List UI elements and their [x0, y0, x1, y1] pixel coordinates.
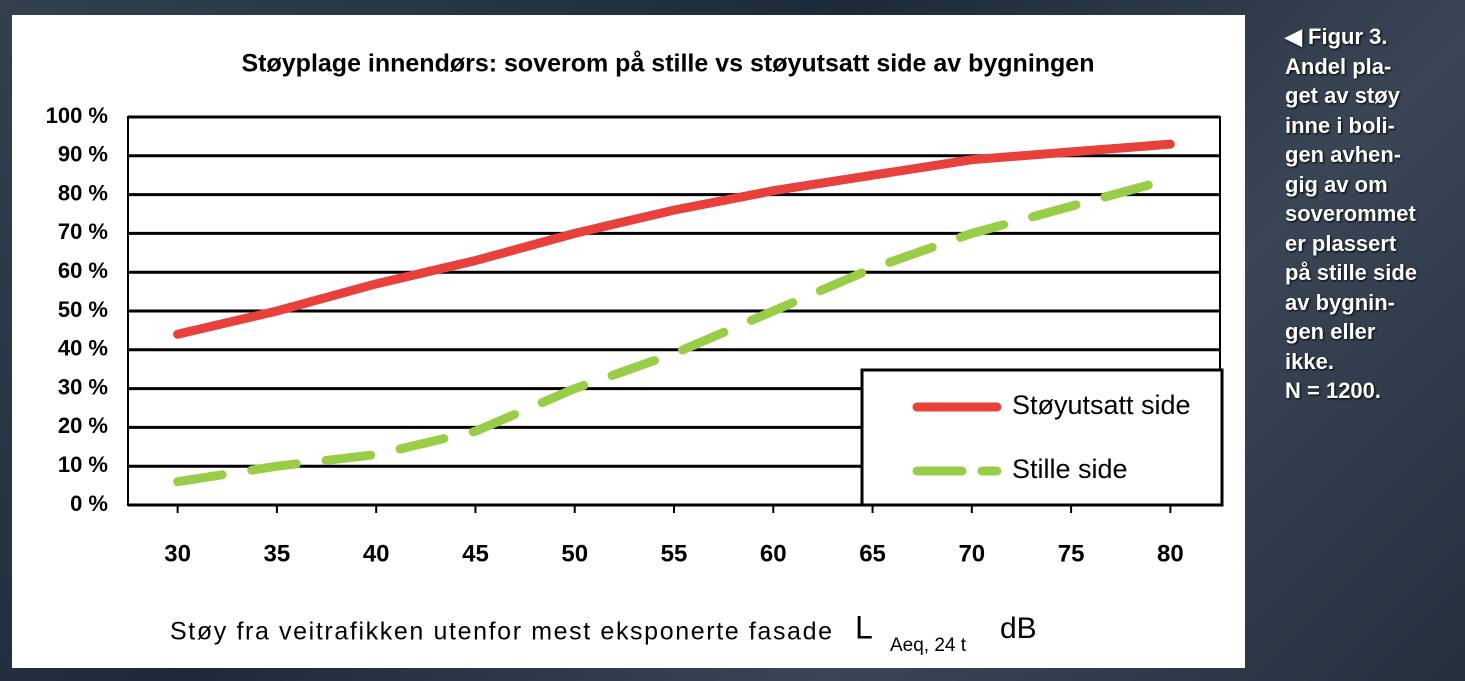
screenshot: Støyplage innendørs: soverom på stille v… — [0, 0, 1465, 681]
x-tick-label: 55 — [661, 540, 688, 567]
caption-line: ◀ Figur 3. — [1285, 22, 1417, 52]
x-tick-label: 60 — [760, 540, 787, 567]
caption-line: på stille side — [1285, 258, 1417, 288]
y-tick-label: 60 % — [58, 258, 108, 283]
x-tick-label: 40 — [363, 540, 390, 567]
legend-label: Stille side — [1012, 454, 1128, 484]
y-tick-label: 10 % — [58, 452, 108, 477]
caption-line: get av støy — [1285, 81, 1417, 111]
x-tick-label: 45 — [462, 540, 489, 567]
y-tick-label: 30 % — [58, 374, 108, 399]
caption-line: gig av om — [1285, 170, 1417, 200]
y-tick-label: 40 % — [58, 336, 108, 361]
legend-label: Støyutsatt side — [1012, 390, 1191, 420]
y-tick-label: 50 % — [58, 297, 108, 322]
y-tick-label: 80 % — [58, 180, 108, 205]
caption-line: soverommet — [1285, 199, 1417, 229]
y-tick-label: 0 % — [70, 491, 108, 516]
chart-title: Støyplage innendørs: soverom på stille v… — [242, 50, 1095, 78]
y-tick-label: 70 % — [58, 219, 108, 244]
caption-line: inne i boli- — [1285, 111, 1417, 141]
x-unit-subscript: Aeq, 24 t — [890, 635, 967, 656]
caption-line: Andel pla- — [1285, 52, 1417, 82]
x-tick-label: 70 — [958, 540, 985, 567]
y-tick-label: 90 % — [58, 142, 108, 167]
y-tick-label: 100 % — [46, 103, 108, 128]
y-tick-label: 20 % — [58, 413, 108, 438]
x-tick-label: 30 — [164, 540, 191, 567]
x-tick-label: 50 — [561, 540, 588, 567]
caption-line: N = 1200. — [1285, 376, 1417, 406]
x-unit: dB — [1000, 612, 1037, 645]
x-tick-label: 75 — [1058, 540, 1085, 567]
caption-line: ikke. — [1285, 347, 1417, 377]
caption-line: gen eller — [1285, 317, 1417, 347]
x-tick-label: 80 — [1157, 540, 1184, 567]
x-tick-label: 35 — [264, 540, 291, 567]
x-tick-label: 65 — [859, 540, 886, 567]
chart: Støyplage innendørs: soverom på stille v… — [0, 0, 1465, 681]
caption-line: er plassert — [1285, 229, 1417, 259]
x-unit-symbol: L — [855, 609, 873, 645]
caption-line: gen avhen- — [1285, 140, 1417, 170]
caption-line: av bygnin- — [1285, 288, 1417, 318]
